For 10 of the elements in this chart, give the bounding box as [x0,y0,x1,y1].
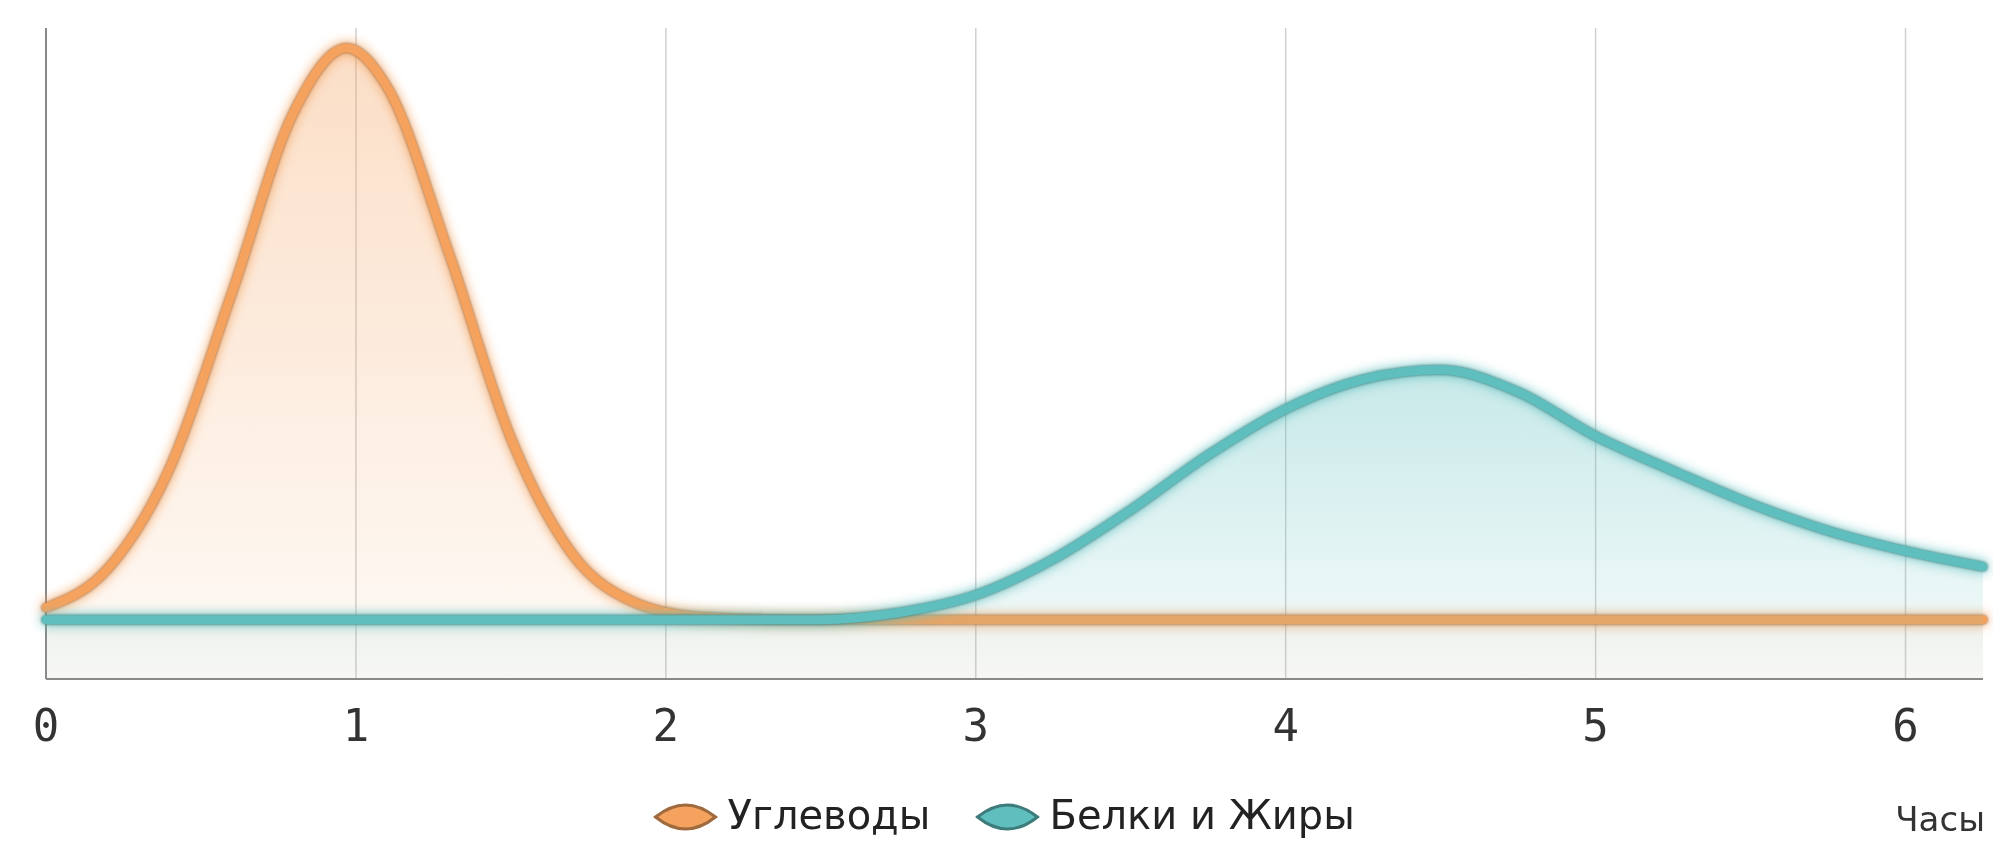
legend-label: Углеводы [727,792,931,838]
x-tick-label: 3 [962,700,990,751]
x-tick-label: 0 [32,700,60,751]
x-tick-label: 2 [652,700,680,751]
x-tick-label: 6 [1892,700,1919,751]
x-tick-label: 5 [1582,700,1609,751]
x-tick-label: 1 [342,700,370,751]
x-axis-title: Часы [1895,799,1985,839]
legend-label: Белки и Жиры [1049,792,1355,838]
x-tick-label: 4 [1272,700,1299,751]
